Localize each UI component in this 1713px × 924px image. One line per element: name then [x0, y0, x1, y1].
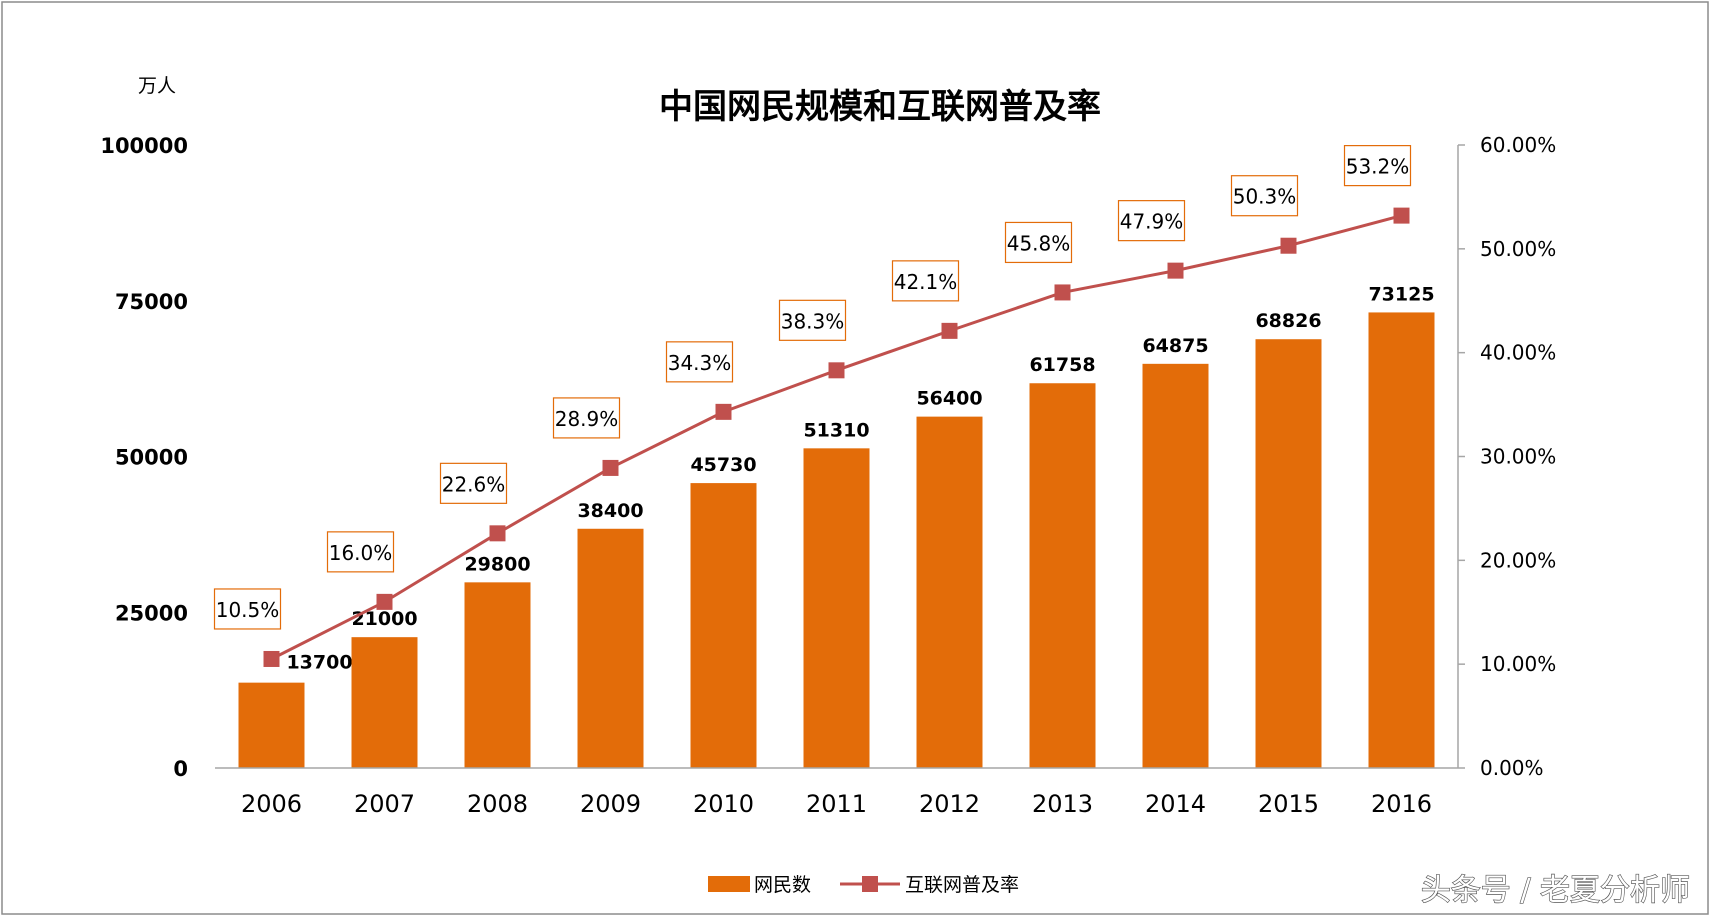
rate-label-box	[891, 260, 960, 302]
rate-data-label: 47.9%	[1120, 210, 1184, 234]
left-y-tick-label: 100000	[100, 134, 188, 158]
x-tick-label: 2013	[1032, 790, 1093, 818]
bar-2012	[916, 416, 983, 768]
rate-marker-2012	[941, 322, 958, 339]
x-tick-label: 2008	[467, 790, 528, 818]
left-y-tick-label: 0	[173, 757, 188, 781]
line-series: 10.5% 16.0% 22.6% 28.9% 34.3% 38.3% 42.1% 45.8%…	[213, 145, 1412, 667]
x-tick-label: 2011	[806, 790, 867, 818]
bar-data-label: 61758	[1029, 354, 1095, 376]
rate-data-label: 53.2%	[1346, 155, 1410, 179]
right-y-tick-label: 30.00%	[1480, 445, 1556, 469]
x-tick-label: 2010	[693, 790, 754, 818]
rate-label-box	[665, 341, 734, 383]
x-tick-label: 2007	[354, 790, 415, 818]
rate-label-box	[1343, 145, 1412, 187]
rate-data-label: 34.3%	[668, 351, 732, 375]
right-y-axis: 0.00% 10.00% 20.00% 30.00% 40.00% 50.00% 60.00…	[1457, 133, 1556, 780]
left-y-axis: 0 25000 50000 75000 100000	[100, 134, 188, 781]
rate-marker-2016	[1393, 207, 1410, 224]
legend-swatch-bar	[708, 876, 750, 892]
bar-2015	[1255, 339, 1322, 768]
rate-marker-2006	[263, 650, 280, 667]
rate-data-label: 10.5%	[216, 598, 280, 622]
rate-label-box	[1117, 200, 1186, 242]
right-y-tick-label: 60.00%	[1480, 133, 1556, 157]
rate-marker-2008	[489, 525, 506, 542]
x-tick-label: 2009	[580, 790, 641, 818]
bar-data-label: 38400	[577, 500, 643, 522]
legend-label-line: 互联网普及率	[905, 874, 1019, 896]
rate-data-label: 42.1%	[894, 270, 958, 294]
rate-data-label: 22.6%	[442, 472, 506, 496]
right-y-tick-label: 0.00%	[1480, 756, 1544, 780]
bar-2014	[1142, 363, 1209, 768]
rate-label-box	[1230, 175, 1299, 217]
rate-marker-2007	[376, 593, 393, 610]
bar-data-label: 73125	[1368, 283, 1434, 305]
y-axis-unit-label: 万人	[138, 75, 176, 97]
x-tick-label: 2012	[919, 790, 980, 818]
bar-data-label: 51310	[803, 419, 869, 441]
left-y-tick-label: 25000	[115, 601, 188, 625]
x-tick-label: 2015	[1258, 790, 1319, 818]
bar-2006	[238, 682, 305, 768]
bar-data-label: 21000	[351, 608, 417, 630]
chart-title: 中国网民规模和互联网普及率	[659, 87, 1101, 127]
rate-label-box	[1004, 221, 1073, 264]
bar-2009	[577, 528, 644, 768]
legend-label-bar: 网民数	[754, 874, 811, 896]
rate-data-label: 28.9%	[555, 407, 619, 431]
bar-data-label: 29800	[464, 553, 530, 575]
rate-marker-2009	[602, 459, 619, 476]
rate-label-box	[213, 588, 282, 630]
rate-label-box	[778, 299, 847, 341]
bar-data-label: 56400	[916, 388, 982, 410]
bar-series: 13700 21000 29800 38400 45730 51310 56400 61758…	[238, 283, 1435, 768]
rate-marker-2014	[1167, 262, 1184, 279]
rate-data-label: 50.3%	[1233, 185, 1297, 209]
right-y-tick-label: 40.00%	[1480, 341, 1556, 365]
right-y-tick-label: 20.00%	[1480, 548, 1556, 572]
left-y-tick-label: 50000	[115, 446, 188, 470]
x-tick-label: 2006	[241, 790, 302, 818]
rate-data-label: 38.3%	[781, 309, 845, 333]
watermark: 头条号 / 老夏分析师	[1421, 873, 1690, 908]
bar-data-label: 68826	[1255, 310, 1321, 332]
bar-2011	[803, 448, 870, 768]
bar-data-label: 64875	[1142, 335, 1208, 357]
rate-data-label: 45.8%	[1007, 231, 1071, 255]
bar-2010	[690, 483, 757, 768]
x-axis: 2006 2007 2008 2009 2010 2011 2012 2013 2014 2015…	[215, 767, 1458, 818]
rate-marker-2015	[1280, 237, 1297, 254]
rate-label-box	[326, 531, 395, 573]
legend-swatch-marker	[862, 876, 878, 892]
left-y-tick-label: 75000	[115, 290, 188, 314]
bar-data-label: 45730	[690, 454, 756, 476]
x-tick-label: 2014	[1145, 790, 1206, 818]
legend: 网民数 互联网普及率	[708, 874, 1019, 896]
bar-2013	[1029, 383, 1096, 768]
rate-marker-2013	[1054, 284, 1071, 301]
rate-data-label: 16.0%	[329, 541, 393, 565]
x-tick-label: 2016	[1371, 790, 1432, 818]
rate-marker-2010	[715, 403, 732, 420]
bar-2016	[1368, 312, 1435, 768]
bar-2007	[351, 637, 418, 768]
bar-data-label: 13700	[286, 652, 352, 674]
bar-2008	[464, 582, 531, 768]
rate-label-box	[552, 397, 621, 439]
right-y-tick-label: 50.00%	[1480, 237, 1556, 261]
rate-marker-2011	[828, 362, 845, 379]
rate-label-box	[439, 462, 508, 504]
right-y-tick-label: 10.00%	[1480, 652, 1556, 676]
